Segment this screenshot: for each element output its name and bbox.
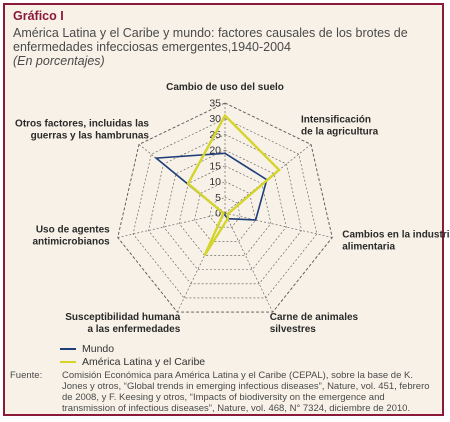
grid-ring — [132, 118, 318, 299]
series-line-mundo — [154, 152, 268, 221]
legend-item-alc: América Latina y el Caribe — [60, 355, 205, 368]
legend-label-mundo: Mundo — [82, 342, 115, 355]
figure-subtitle: América Latina y el Caribe y mundo: fact… — [13, 26, 408, 54]
source-label: Fuente: — [10, 370, 43, 381]
category-label: Uso de agentes antimicrobianos — [33, 224, 111, 247]
category-label: Cambios en la industria alimentaria — [342, 229, 450, 252]
tick-label: 35 — [209, 98, 221, 110]
legend-swatch-alc — [60, 360, 76, 363]
figure-title: Gráfico I — [13, 9, 64, 23]
figure-frame: Gráfico I América Latina y el Caribe y m… — [3, 3, 444, 416]
tick-label: 10 — [209, 176, 221, 188]
category-label: Cambio de uso del suelo — [166, 82, 284, 93]
legend-item-mundo: Mundo — [60, 342, 205, 355]
axis-spoke — [117, 212, 226, 238]
series-line-alc — [186, 113, 281, 257]
legend-swatch-mundo — [60, 347, 76, 350]
category-label: Susceptibilidad humana a las enfermedades — [65, 312, 180, 335]
figure-unit: (En porcentajes) — [13, 54, 105, 68]
grid-ring — [148, 134, 302, 285]
axis-spoke — [224, 212, 273, 313]
tick-label: 0 — [215, 208, 221, 220]
category-label: Intensificación de la agricultura — [301, 114, 379, 137]
category-label: Carne de animales silvestres — [270, 312, 359, 335]
tick-label: 20 — [209, 145, 221, 157]
source-text: Comisión Económica para América Latina y… — [62, 370, 430, 414]
legend-label-alc: América Latina y el Caribe — [82, 355, 206, 368]
legend: Mundo América Latina y el Caribe — [60, 342, 205, 368]
grid-ring — [117, 102, 333, 313]
tick-label: 15 — [209, 160, 221, 172]
tick-label: 30 — [209, 113, 221, 125]
tick-label: 5 — [215, 192, 221, 204]
category-label: Otros factores, incluidas las guerras y l… — [15, 118, 149, 141]
axis-spoke — [224, 212, 333, 238]
